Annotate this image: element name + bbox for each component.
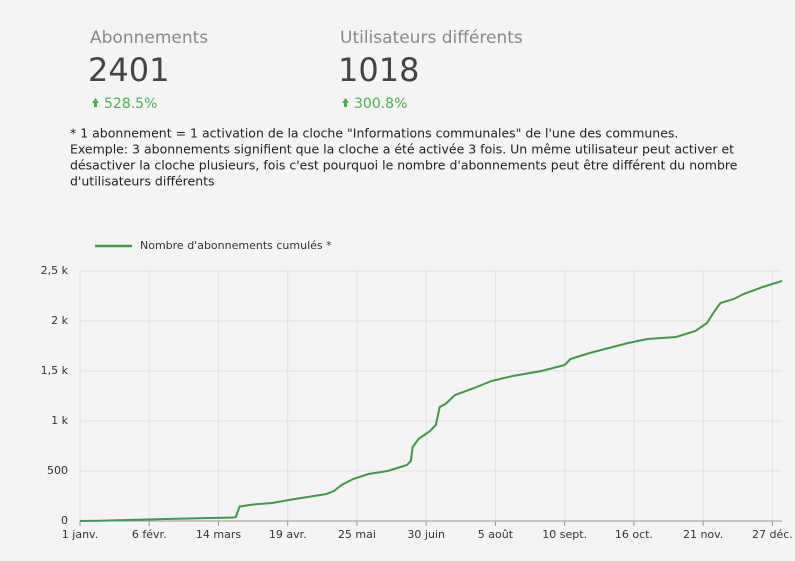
y-tick-label: 0 bbox=[61, 514, 68, 527]
x-tick-label: 30 juin bbox=[407, 528, 445, 541]
x-tick-label: 10 sept. bbox=[542, 528, 587, 541]
kpi-label: Utilisateurs différents bbox=[340, 28, 523, 48]
x-tick-label: 14 mars bbox=[196, 528, 241, 541]
note-line: d'utilisateurs différents bbox=[70, 174, 215, 189]
x-tick-label: 16 oct. bbox=[615, 528, 653, 541]
x-tick-label: 27 déc. bbox=[752, 528, 793, 541]
x-tick-label: 1 janv. bbox=[62, 528, 98, 541]
x-tick-label: 5 août bbox=[478, 528, 514, 541]
legend-label: Nombre d'abonnements cumulés * bbox=[140, 239, 332, 252]
x-tick-label: 19 avr. bbox=[269, 528, 307, 541]
note-line: désactiver la cloche plusieurs, fois c'e… bbox=[70, 158, 738, 173]
up-arrow bbox=[342, 98, 349, 107]
y-tick-label: 2 k bbox=[51, 314, 68, 327]
note-line: * 1 abonnement = 1 activation de la cloc… bbox=[70, 126, 678, 141]
kpi-value: 2401 bbox=[88, 51, 169, 89]
line-series bbox=[79, 279, 783, 522]
kpi-change: 300.8% bbox=[354, 96, 407, 112]
note-line: Exemple: 3 abonnements signifient que la… bbox=[70, 142, 734, 157]
up-arrow bbox=[92, 98, 99, 107]
y-tick-label: 1,5 k bbox=[41, 364, 69, 377]
y-tick-label: 500 bbox=[47, 464, 68, 477]
x-tick-label: 25 mai bbox=[338, 528, 376, 541]
x-tick-label: 6 févr. bbox=[132, 528, 167, 541]
kpi-label: Abonnements bbox=[90, 28, 208, 48]
kpi-change: 528.5% bbox=[104, 96, 157, 112]
y-tick-label: 2,5 k bbox=[41, 264, 69, 277]
x-tick-label: 21 nov. bbox=[683, 528, 723, 541]
kpi-value: 1018 bbox=[338, 51, 419, 89]
y-tick-label: 1 k bbox=[51, 414, 68, 427]
